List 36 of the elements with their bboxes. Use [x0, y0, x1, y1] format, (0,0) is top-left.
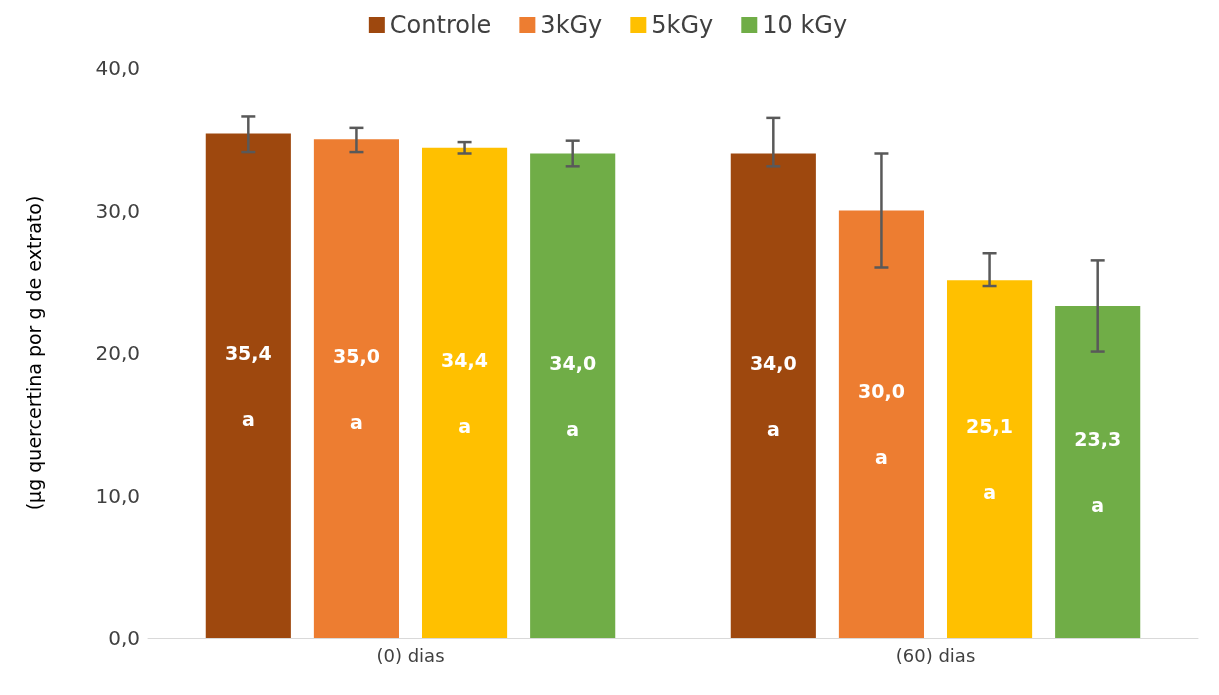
annotation: a — [875, 446, 888, 469]
legend-label: 3kGy — [540, 11, 603, 39]
annotation: a — [766, 417, 780, 440]
data-label: 34,4 — [441, 348, 489, 371]
bar — [1055, 305, 1141, 638]
data-label: 35,0 — [332, 344, 380, 367]
y-tick-label: 0,0 — [108, 626, 140, 650]
data-label: 35,4 — [224, 341, 272, 364]
bar — [313, 139, 400, 638]
data-label: 34,0 — [549, 351, 597, 374]
y-tick-label: 40,0 — [95, 56, 140, 80]
bar — [421, 147, 508, 638]
data-label: 23,3 — [1074, 427, 1122, 450]
bar — [838, 210, 925, 638]
annotation: a — [458, 414, 471, 437]
data-label: 25,1 — [966, 415, 1014, 438]
annotation: a — [1091, 493, 1105, 516]
y-tick-label: 10,0 — [95, 483, 140, 508]
data-label: 30,0 — [857, 380, 905, 403]
annotation: a — [241, 407, 255, 430]
annotation: a — [983, 481, 996, 504]
bar — [205, 133, 291, 638]
bar — [530, 153, 616, 638]
legend-label: Controle — [389, 11, 492, 39]
x-tick-label: (60) dias — [895, 644, 976, 666]
x-tick-label: (0) dias — [376, 644, 445, 666]
annotation: a — [566, 417, 580, 440]
legend-label: 5kGy — [651, 11, 714, 39]
bar — [946, 280, 1033, 638]
y-tick-label: 20,0 — [95, 341, 140, 365]
bar — [730, 153, 816, 638]
legend-label: 10 kGy — [762, 11, 848, 39]
data-label: 34,0 — [749, 351, 797, 374]
annotation: a — [350, 410, 363, 433]
y-tick-label: 30,0 — [95, 198, 140, 223]
y-axis-title: (µg quercertina por g de extrato) — [22, 195, 45, 511]
